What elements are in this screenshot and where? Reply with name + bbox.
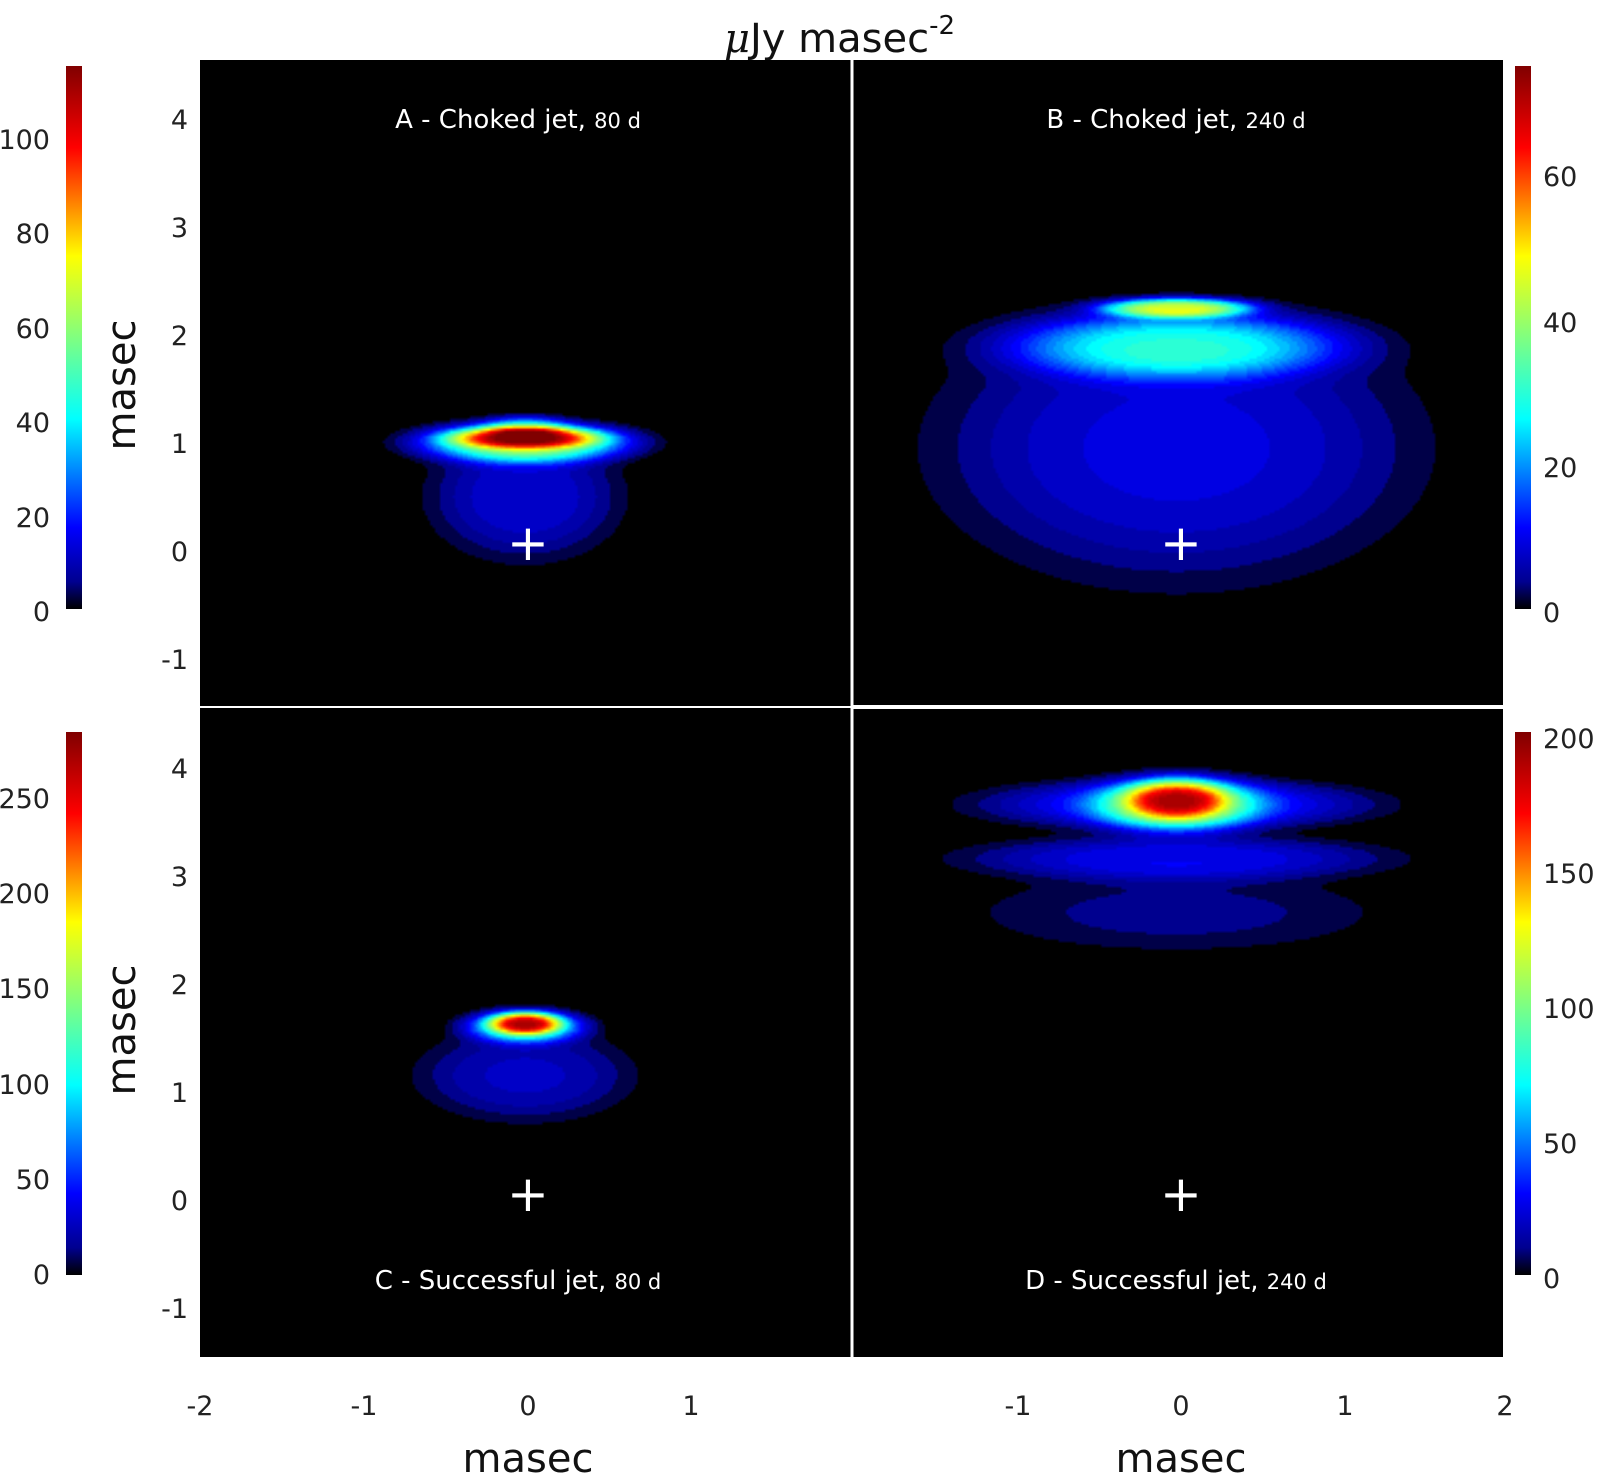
y-tick-bottom-4: 4: [171, 754, 188, 785]
panel-d-title-text: D - Successful jet,: [1025, 1266, 1258, 1296]
colorbar-d-tick-0: 0: [1543, 1264, 1560, 1295]
colorbar-d-tick-200: 200: [1543, 724, 1595, 755]
colorbar-a-tick-100: 100: [0, 125, 50, 156]
colorbar-d-tick-50: 50: [1543, 1129, 1577, 1160]
y-tick-top-1: 1: [171, 429, 188, 460]
colorbar-a: 100 80 60 40 20 0: [0, 66, 82, 628]
y-axis-bottom-ticks: 4 3 2 1 0 -1: [161, 754, 188, 1325]
x-tick-right-0: 0: [1172, 1391, 1189, 1422]
panel-b-time: 240 d: [1246, 109, 1306, 133]
colorbar-c-tick-250: 250: [0, 784, 50, 815]
colorbar-c-tick-200: 200: [0, 879, 50, 910]
figure-title-prefix: μ: [724, 16, 750, 62]
colorbar-c-gradient: [66, 732, 82, 1275]
y-tick-top-0: 0: [171, 537, 188, 568]
panel-a-time: 80 d: [594, 109, 641, 133]
x-axis-label-right: masec: [1116, 1436, 1247, 1482]
x-tick-left-minus1: -1: [351, 1391, 378, 1422]
x-axis-ticks: -2 -1 0 1 -1 0 1 2: [187, 1391, 1514, 1422]
y-axis-top-ticks: 4 3 2 1 0 -1: [161, 105, 188, 676]
colorbar-b-tick-60: 60: [1543, 162, 1577, 193]
y-tick-top-4: 4: [171, 105, 188, 136]
panel-b-title: B - Choked jet, 240 d: [1046, 105, 1305, 135]
colorbar-b-tick-0: 0: [1543, 598, 1560, 629]
colorbar-a-gradient: [66, 66, 82, 609]
colorbar-b-tick-20: 20: [1543, 453, 1577, 484]
colorbar-c: 250 200 150 100 50 0: [0, 732, 82, 1291]
colorbar-d: 200 150 100 50 0: [1515, 724, 1595, 1295]
panel-c-heatmap: [200, 707, 850, 1357]
colorbar-b: 60 40 20 0: [1515, 66, 1577, 629]
panel-a-title: A - Choked jet, 80 d: [395, 105, 641, 135]
colorbar-c-tick-150: 150: [0, 974, 50, 1005]
colorbar-a-tick-80: 80: [16, 219, 50, 250]
panel-d-title: D - Successful jet, 240 d: [1025, 1266, 1327, 1296]
panel-c-origin-marker: +: [507, 1165, 549, 1223]
x-tick-right-1: 1: [1336, 1391, 1353, 1422]
colorbar-a-tick-0: 0: [33, 597, 50, 628]
figure-title-exponent: -2: [929, 11, 955, 41]
x-axis-label-left: masec: [463, 1436, 594, 1482]
figure-title-text: Jy masec: [747, 16, 929, 62]
y-tick-bottom-2: 2: [171, 970, 188, 1001]
panel-a-heatmap: [200, 60, 850, 707]
x-tick-left-1: 1: [682, 1391, 699, 1422]
x-tick-right-minus1: -1: [1005, 1391, 1032, 1422]
y-tick-bottom-3: 3: [171, 862, 188, 893]
colorbar-b-gradient: [1515, 66, 1531, 609]
panel-b-origin-marker: +: [1160, 514, 1202, 572]
colorbar-a-tick-40: 40: [16, 408, 50, 439]
panel-d-time: 240 d: [1267, 1270, 1327, 1294]
y-tick-bottom-minus1: -1: [161, 1294, 188, 1325]
y-tick-top-3: 3: [171, 213, 188, 244]
colorbar-a-tick-60: 60: [16, 314, 50, 345]
colorbar-c-tick-50: 50: [16, 1165, 50, 1196]
y-axis-label-bottom: masec: [99, 965, 145, 1096]
colorbar-d-gradient: [1515, 732, 1531, 1275]
figure-title: μJy masec-2: [724, 11, 955, 62]
panel-a-title-text: A - Choked jet,: [395, 105, 586, 135]
y-tick-top-2: 2: [171, 321, 188, 352]
panel-d-heatmap: [850, 707, 1503, 1357]
panel-c-title-text: C - Successful jet,: [375, 1266, 607, 1296]
x-tick-right-2: 2: [1496, 1391, 1513, 1422]
panel-a-origin-marker: +: [507, 514, 549, 572]
y-tick-top-minus1: -1: [161, 645, 188, 676]
x-tick-left-0: 0: [519, 1391, 536, 1422]
panel-c-time: 80 d: [615, 1270, 662, 1294]
colorbar-d-tick-100: 100: [1543, 994, 1595, 1025]
panel-b-heatmap: [850, 60, 1503, 707]
panel-b-title-text: B - Choked jet,: [1046, 105, 1237, 135]
y-axis-label-top: masec: [99, 320, 145, 451]
x-tick-left-minus2: -2: [187, 1391, 214, 1422]
colorbar-c-tick-100: 100: [0, 1070, 50, 1101]
y-tick-bottom-0: 0: [171, 1186, 188, 1217]
colorbar-a-tick-20: 20: [16, 503, 50, 534]
colorbar-c-tick-0: 0: [33, 1260, 50, 1291]
panel-d-origin-marker: +: [1160, 1165, 1202, 1223]
colorbar-d-tick-150: 150: [1543, 859, 1595, 890]
panel-c-title: C - Successful jet, 80 d: [375, 1266, 662, 1296]
colorbar-b-tick-40: 40: [1543, 308, 1577, 339]
y-tick-bottom-1: 1: [171, 1078, 188, 1109]
